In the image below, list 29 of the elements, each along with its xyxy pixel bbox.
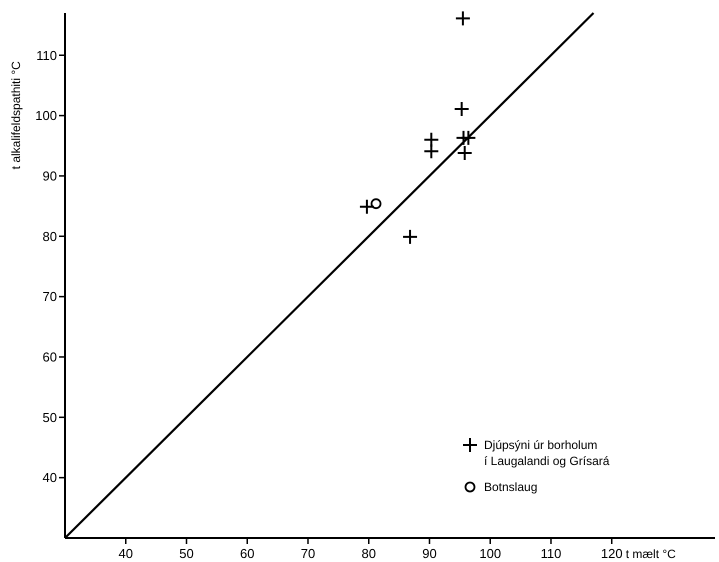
- x-axis-title: t mælt °C: [626, 547, 676, 561]
- point: [370, 198, 382, 210]
- y-tick-label: 60: [42, 350, 57, 365]
- legend-label: Botnslaug: [484, 480, 538, 494]
- x-tick-label: 110: [540, 546, 562, 561]
- y-tick-label: 80: [42, 228, 57, 244]
- x-tick-label: 120: [600, 546, 623, 561]
- y-tick-label: 90: [42, 168, 57, 184]
- y-tick-label: 110: [36, 48, 57, 63]
- x-tick-label: 40: [118, 546, 133, 561]
- x-tick-label: 70: [300, 546, 316, 561]
- point: [460, 130, 476, 146]
- x-tick-label: 100: [479, 546, 502, 561]
- point: [423, 143, 440, 160]
- x-tick-label: 60: [240, 546, 254, 561]
- x-tick-label: 90: [422, 546, 437, 561]
- y-tick-label: 100: [35, 108, 57, 124]
- point: [456, 145, 473, 161]
- point: [454, 100, 470, 117]
- x-tick-label: 50: [179, 546, 194, 561]
- y-tick-label: 50: [42, 410, 57, 425]
- point: [454, 10, 471, 26]
- point: [402, 228, 418, 245]
- x-tick-label: 80: [362, 546, 376, 561]
- y-tick-label: 70: [42, 289, 57, 304]
- y-axis-title: t alkalifeldspathiti °C: [9, 60, 23, 170]
- y-tick-label: 40: [42, 470, 57, 486]
- legend-label: Djúpsýni úr borholum í Laugalandi og Grísará: [484, 438, 610, 468]
- point: [358, 198, 375, 215]
